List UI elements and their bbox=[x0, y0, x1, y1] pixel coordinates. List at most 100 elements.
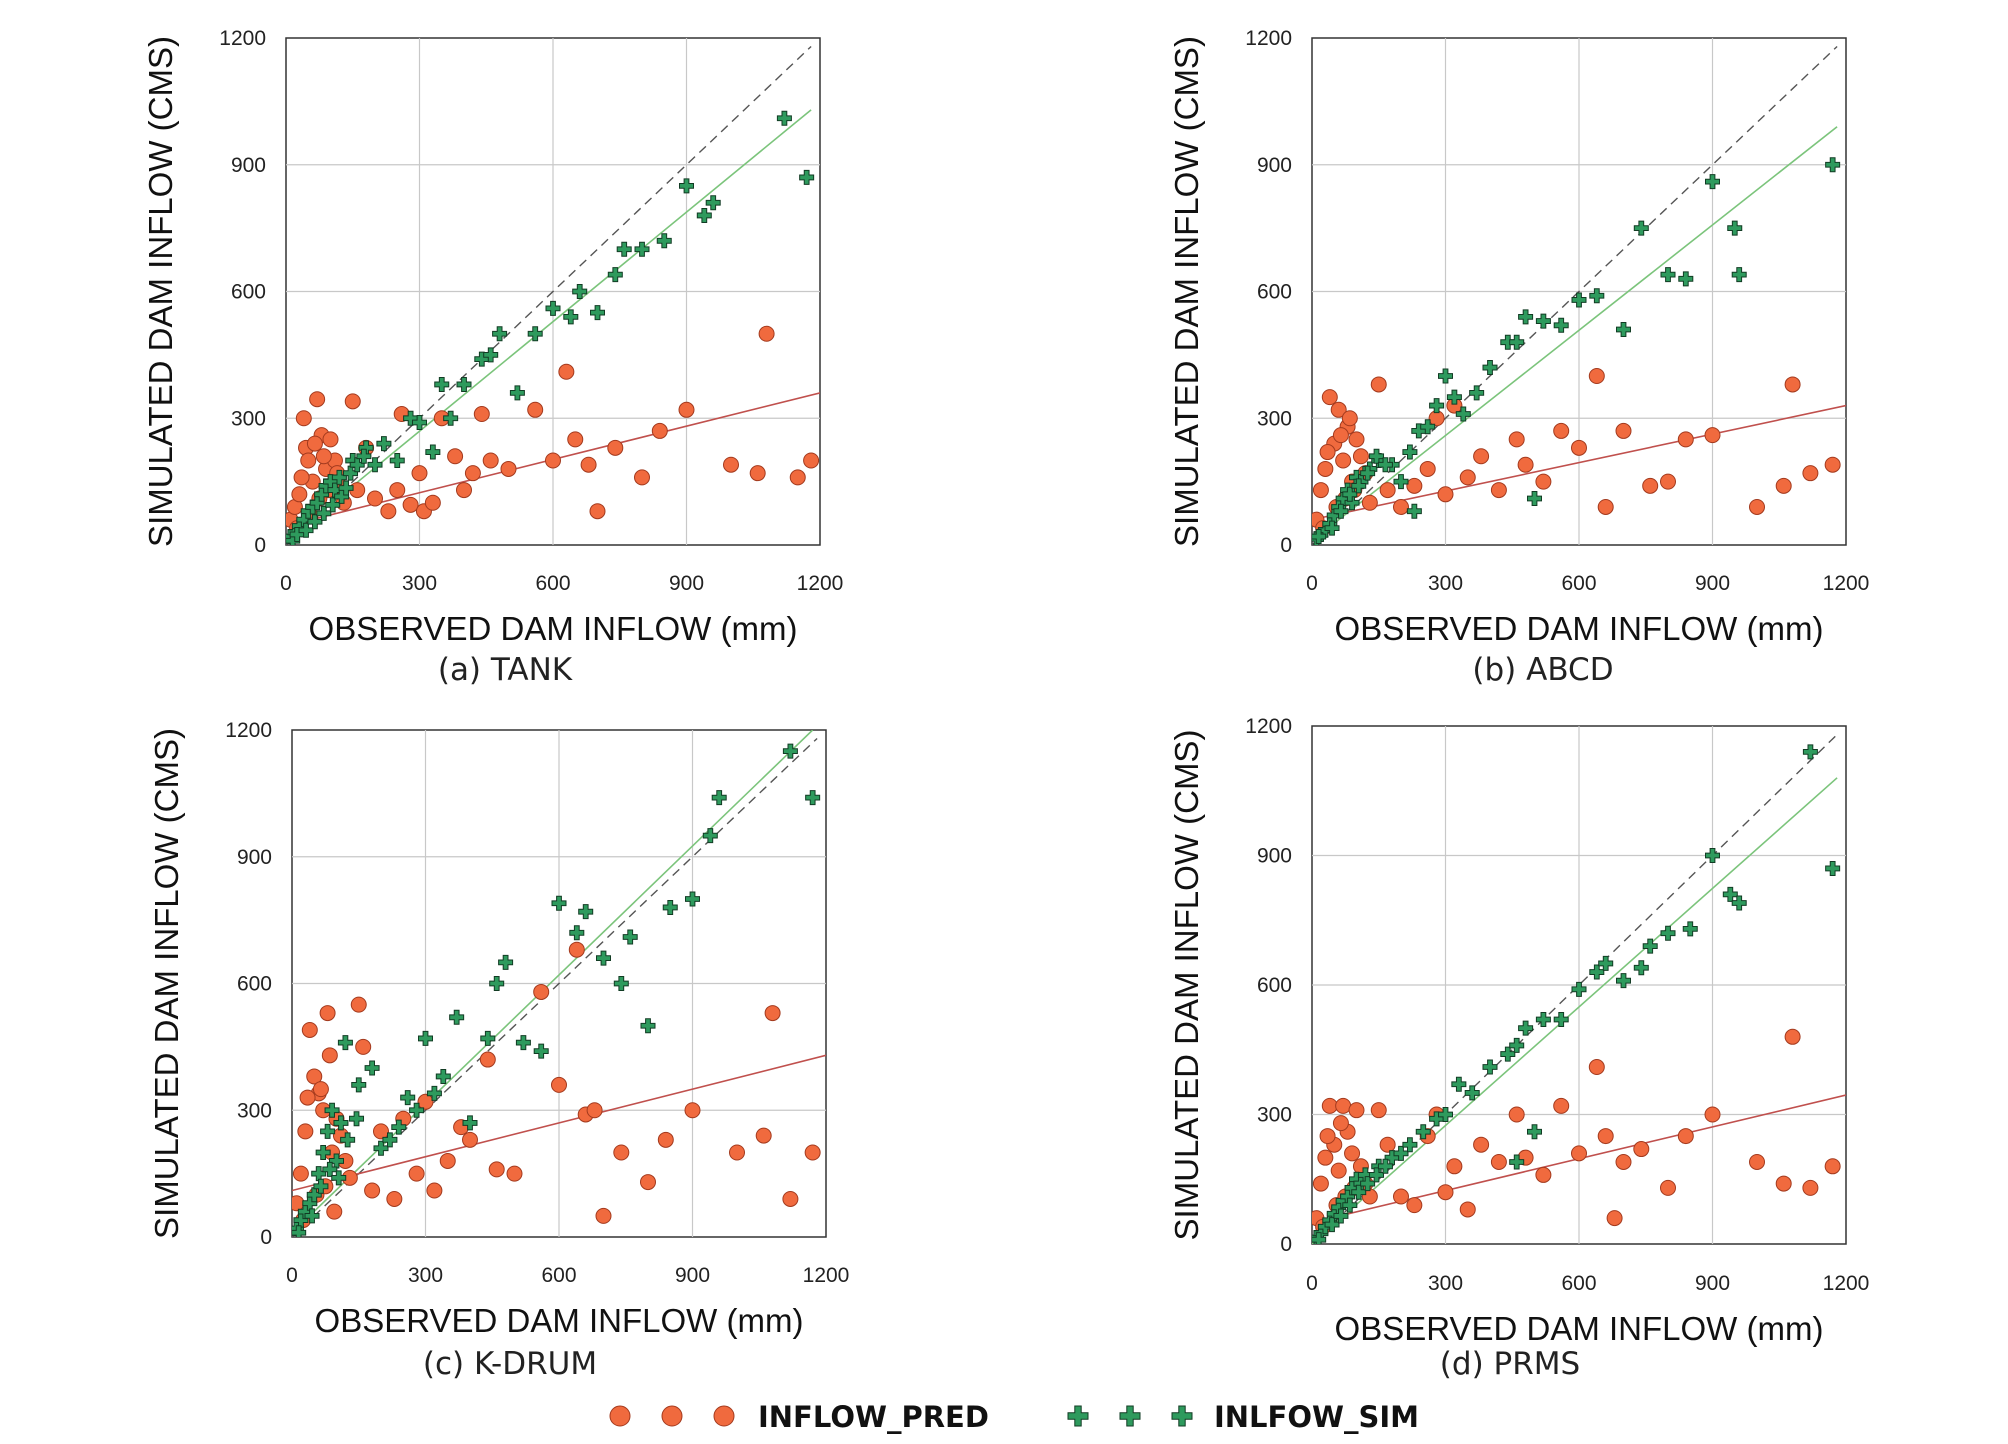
plot-contents bbox=[292, 730, 826, 1237]
pred-point bbox=[1660, 473, 1676, 490]
sim-point bbox=[1518, 309, 1534, 325]
y-tick-label: 900 bbox=[237, 846, 272, 869]
sim-point bbox=[679, 178, 694, 194]
sim-point bbox=[307, 514, 323, 530]
x-tick-label: 900 bbox=[669, 572, 704, 595]
pred-point bbox=[1824, 1158, 1841, 1175]
y-tick-label: 1200 bbox=[1245, 715, 1292, 738]
sim-point bbox=[1727, 220, 1743, 236]
pred-point bbox=[1370, 1102, 1387, 1119]
x-tick-label: 1200 bbox=[797, 572, 844, 595]
sim-point bbox=[662, 899, 678, 915]
sim-point bbox=[1705, 848, 1720, 863]
pred-point bbox=[1317, 1149, 1334, 1166]
pred-point bbox=[1597, 1128, 1614, 1145]
pred-point bbox=[1704, 1106, 1721, 1123]
pred-point bbox=[1784, 376, 1801, 393]
pred-point bbox=[607, 439, 624, 456]
pred-point bbox=[1588, 1059, 1605, 1076]
x-axis-title: OBSERVED DAM INFLOW (mm) bbox=[1335, 610, 1824, 647]
pred-point bbox=[580, 456, 597, 473]
pred-point bbox=[1553, 422, 1570, 439]
sim-point bbox=[616, 241, 632, 257]
sim-point bbox=[462, 1115, 478, 1131]
legend: INFLOW_PRED INLFOW_SIM bbox=[609, 1400, 1419, 1434]
sim-point bbox=[331, 469, 347, 485]
y-tick-label: 0 bbox=[254, 534, 266, 557]
pred-point bbox=[1319, 444, 1336, 461]
pred-point bbox=[306, 1068, 323, 1085]
sim-point bbox=[805, 790, 821, 806]
sim-point bbox=[1333, 503, 1349, 519]
pred-point bbox=[424, 494, 441, 511]
pred-point bbox=[300, 452, 317, 469]
sim-point bbox=[1312, 529, 1327, 545]
pred-point bbox=[373, 1123, 389, 1140]
pred-point bbox=[473, 406, 490, 423]
pred-point bbox=[1446, 1158, 1463, 1175]
sim-point bbox=[1324, 520, 1340, 536]
legend-sim-label: INLFOW_SIM bbox=[1214, 1400, 1419, 1434]
pred-point bbox=[321, 1047, 338, 1064]
pred-point bbox=[1344, 1145, 1361, 1162]
sim-point bbox=[613, 976, 629, 991]
pred-point bbox=[402, 496, 419, 513]
x-tick-label: 600 bbox=[541, 1264, 576, 1287]
pred-point bbox=[386, 1190, 403, 1207]
sim-point bbox=[1312, 1232, 1327, 1244]
sim-point bbox=[711, 790, 727, 806]
pred-point bbox=[1330, 401, 1347, 418]
sim-point bbox=[400, 1090, 416, 1106]
pred-point bbox=[479, 1051, 496, 1068]
pred-point bbox=[1348, 1102, 1365, 1119]
sim-point bbox=[483, 347, 499, 363]
sim-point bbox=[1633, 960, 1649, 976]
pred-point bbox=[291, 486, 308, 503]
pred-point bbox=[411, 465, 428, 482]
y-tick-label: 0 bbox=[260, 1226, 272, 1249]
pred-point bbox=[651, 422, 668, 439]
y-axis-title: SIMULATED DAM INFLOW (CMS) bbox=[1168, 36, 1205, 547]
pred-point bbox=[613, 1144, 630, 1161]
sim-point bbox=[1589, 964, 1605, 980]
pred-point bbox=[1321, 1097, 1338, 1114]
sim-point bbox=[449, 1009, 465, 1025]
pred-point bbox=[326, 1203, 343, 1220]
pred-point bbox=[1361, 494, 1378, 511]
pred-point bbox=[1437, 1184, 1454, 1201]
y-tick-label: 900 bbox=[1257, 845, 1292, 868]
sim-point bbox=[1351, 478, 1367, 494]
sim-point bbox=[1682, 921, 1698, 937]
sim-point bbox=[498, 954, 514, 970]
pred-point bbox=[1775, 1175, 1792, 1192]
x-tick-label: 300 bbox=[402, 572, 437, 595]
pred-point bbox=[803, 452, 820, 469]
sim-point bbox=[409, 1102, 425, 1118]
x-tick-label: 0 bbox=[1306, 572, 1318, 595]
sim-point bbox=[563, 309, 579, 325]
sim-point bbox=[306, 1187, 322, 1203]
sim-point bbox=[569, 925, 585, 941]
pred-point bbox=[1802, 1179, 1819, 1196]
sim-point bbox=[1420, 419, 1436, 435]
y-tick-label: 300 bbox=[1257, 1104, 1292, 1127]
pred-point bbox=[312, 1081, 329, 1098]
pred-point bbox=[389, 482, 406, 499]
pred-point bbox=[355, 1038, 372, 1055]
sim-point bbox=[298, 522, 314, 538]
sim-point bbox=[705, 195, 721, 211]
sim-point bbox=[640, 1018, 656, 1034]
legend-pred-label: INFLOW_PRED bbox=[758, 1400, 989, 1434]
sim-point bbox=[1535, 1012, 1551, 1028]
sim-point bbox=[1616, 973, 1631, 989]
x-tick-label: 900 bbox=[1695, 1272, 1730, 1295]
pred-point bbox=[634, 469, 650, 486]
sim-point bbox=[572, 284, 588, 299]
pred-point bbox=[1633, 1141, 1650, 1158]
pred-point bbox=[408, 1165, 425, 1182]
plot-contents bbox=[1312, 734, 1846, 1244]
sim-point bbox=[1469, 385, 1485, 401]
sim-point bbox=[435, 1068, 451, 1084]
x-tick-label: 900 bbox=[1695, 572, 1730, 595]
sim-point bbox=[1678, 271, 1694, 287]
